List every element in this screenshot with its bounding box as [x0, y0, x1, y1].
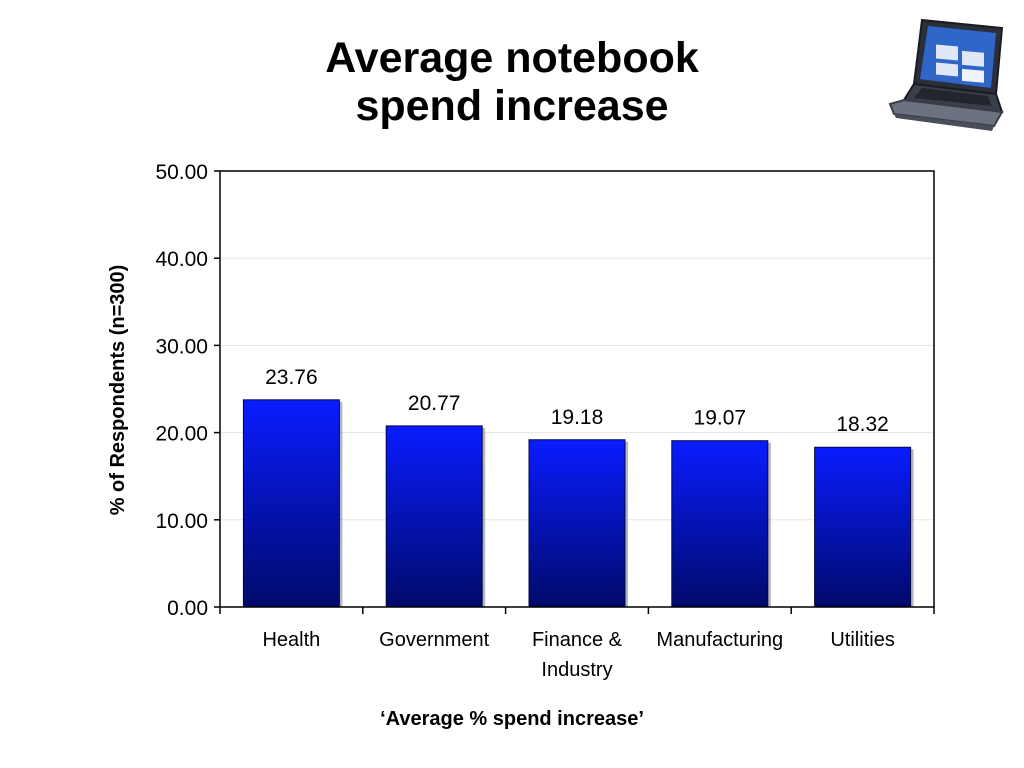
data-label: 19.07	[694, 407, 747, 430]
x-tick-label: Utilities	[830, 629, 894, 651]
title-line-1: Average notebook	[325, 34, 699, 82]
x-tick-label: Finance &	[532, 629, 623, 651]
chart-title: Average notebook spend increase	[212, 34, 812, 130]
y-tick-label: 40.00	[155, 248, 208, 271]
plot-frame	[219, 170, 935, 608]
y-tick-label: 50.00	[155, 161, 208, 184]
y-tick-label: 0.00	[167, 597, 208, 620]
y-tick-label: 10.00	[155, 510, 208, 533]
y-tick-label: 30.00	[155, 335, 208, 358]
data-label: 23.76	[265, 366, 318, 389]
bar	[814, 446, 912, 608]
bar	[671, 440, 769, 608]
bar	[242, 399, 340, 608]
data-label: 19.18	[551, 406, 604, 429]
title-line-2: spend increase	[355, 82, 669, 130]
bar	[385, 425, 483, 608]
y-tick-label: 20.00	[155, 423, 208, 446]
x-tick-label: Government	[379, 629, 489, 651]
bar	[528, 439, 626, 608]
x-tick-label: Industry	[541, 659, 612, 681]
chart-footnote: ‘Average % spend increase’	[380, 708, 644, 730]
x-tick-label: Manufacturing	[656, 629, 783, 651]
data-label: 20.77	[408, 392, 461, 415]
x-tick-label: Health	[262, 629, 320, 651]
y-axis-label: % of Respondents (n=300)	[107, 265, 129, 516]
bar-chart: 0.00 10.00 20.00 30.00 40.00 50.00 23.76 20.77 1…	[107, 161, 935, 681]
data-label: 18.32	[836, 413, 889, 436]
laptop-icon	[888, 18, 1004, 131]
